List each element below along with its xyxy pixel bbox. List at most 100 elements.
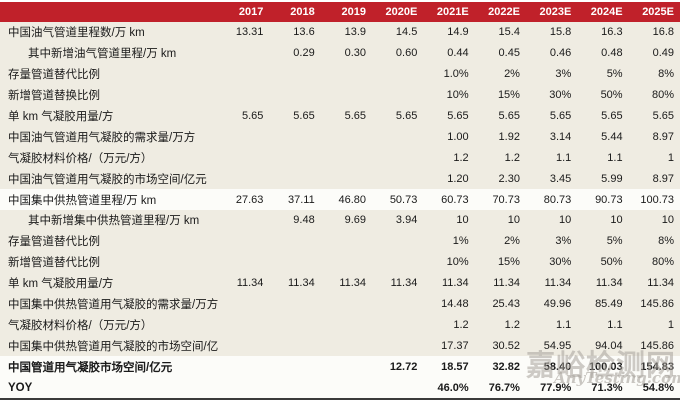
- row-label: 中国油气管道用气凝胶的需求量/万方: [0, 126, 219, 148]
- table-row: 中国油气管道用气凝胶的市场空间/亿元 1.20 2.30 3.45 5.99 8.97: [0, 168, 680, 190]
- cell-value: [372, 293, 424, 315]
- row-label: 新增管道替换比例: [0, 84, 219, 106]
- cell-value: 14.5: [372, 22, 424, 43]
- row-label: 存量管道替代比例: [0, 63, 219, 85]
- cell-value: 17.37: [423, 335, 475, 357]
- table-row: 中国集中供热管道里程/万 km 27.63 37.11 46.80 50.73 60.73…: [0, 189, 680, 211]
- cell-value: 145.86: [628, 293, 680, 315]
- cell-value: 15%: [474, 251, 526, 273]
- cell-value: 5%: [577, 63, 629, 85]
- cell-value: 10: [423, 210, 475, 231]
- cell-value: 13.31: [218, 22, 270, 43]
- cell-value: 5.44: [577, 126, 629, 148]
- cell-value: 11.34: [577, 272, 629, 294]
- cell-value: 0.60: [372, 42, 424, 64]
- cell-value: 11.34: [525, 272, 578, 294]
- cell-value: [320, 251, 373, 273]
- row-label: YOY: [0, 377, 219, 399]
- cell-value: 27.63: [218, 189, 270, 211]
- cell-value: 1.2: [474, 147, 526, 169]
- row-label: 单 km 气凝胶用量/方: [0, 272, 219, 294]
- cell-value: 15%: [474, 84, 526, 106]
- cell-value: 54.95: [525, 335, 578, 357]
- cell-value: [320, 293, 373, 315]
- cell-value: 1: [628, 147, 680, 169]
- cell-value: 3.45: [525, 168, 578, 190]
- row-label: 中国集中供热管道里程/万 km: [0, 189, 219, 211]
- cell-value: 5.65: [372, 105, 424, 127]
- cell-value: 10%: [423, 84, 475, 106]
- cell-value: [269, 84, 321, 106]
- row-label: 中国集中供热管道用气凝胶的市场空间/亿元: [0, 335, 219, 357]
- cell-value: [269, 377, 321, 399]
- cell-value: [218, 251, 270, 273]
- table-bottom-border: [0, 398, 680, 400]
- cell-value: 11.34: [628, 272, 680, 294]
- year-column-header: 2020E: [372, 2, 424, 22]
- cell-value: [372, 314, 424, 336]
- year-column-header: 2021E: [423, 2, 475, 22]
- cell-value: 0.45: [474, 42, 526, 64]
- header-row: 2017 2018 2019 2020E 2021E 2022E 2023E 2024E 202…: [0, 2, 680, 22]
- cell-value: [269, 147, 321, 169]
- cell-value: [218, 293, 270, 315]
- cell-value: 71.3%: [577, 377, 629, 399]
- cell-value: [269, 168, 321, 190]
- cell-value: 76.7%: [474, 377, 526, 399]
- cell-value: [218, 377, 270, 399]
- row-label: 存量管道替代比例: [0, 230, 219, 252]
- cell-value: 25.43: [474, 293, 526, 315]
- cell-value: 90.73: [577, 189, 629, 211]
- cell-value: 85.49: [577, 293, 629, 315]
- cell-value: [269, 251, 321, 273]
- cell-value: 0.44: [423, 42, 475, 64]
- cell-value: 15.4: [474, 22, 526, 43]
- cell-value: [372, 335, 424, 357]
- cell-value: 3.14: [525, 126, 578, 148]
- cell-value: 2%: [474, 230, 526, 252]
- cell-value: 1.2: [423, 147, 475, 169]
- cell-value: 10%: [423, 251, 475, 273]
- row-label: 气凝胶材料价格/（万元/方）: [0, 147, 219, 169]
- cell-value: 49.96: [525, 293, 578, 315]
- cell-value: 1.92: [474, 126, 526, 148]
- cell-value: 1.1: [577, 147, 629, 169]
- cell-value: [218, 356, 270, 378]
- year-column-header: 2019: [320, 2, 373, 22]
- cell-value: 11.34: [372, 272, 424, 294]
- cell-value: [269, 356, 321, 378]
- cell-value: 14.48: [423, 293, 475, 315]
- row-label: 其中新增集中供热管道里程/万 km: [0, 210, 219, 231]
- cell-value: [269, 230, 321, 252]
- cell-value: [269, 126, 321, 148]
- table-row: YOY 46.0% 76.7% 77.9% 71.3% 54.8%: [0, 377, 680, 399]
- cell-value: 5.65: [218, 105, 270, 127]
- cell-value: 5%: [577, 230, 629, 252]
- row-label: 中国管道用气凝胶市场空间/亿元: [0, 356, 219, 378]
- cell-value: 46.80: [320, 189, 373, 211]
- cell-value: 10: [628, 210, 680, 231]
- cell-value: 18.57: [423, 356, 475, 378]
- cell-value: 100.73: [628, 189, 680, 211]
- cell-value: 0.30: [320, 42, 373, 64]
- table-row: 存量管道替代比例 1.0% 2% 3% 5% 8%: [0, 63, 680, 85]
- table-row: 其中新增油气管道里程/万 km 0.29 0.30 0.60 0.44 0.45 0.46 0…: [0, 42, 680, 64]
- cell-value: 154.83: [628, 356, 680, 378]
- cell-value: 9.48: [269, 210, 321, 231]
- cell-value: 60.73: [423, 189, 475, 211]
- cell-value: 58.40: [525, 356, 578, 378]
- cell-value: 0.48: [577, 42, 629, 64]
- row-label: 新增管道替代比例: [0, 251, 219, 273]
- cell-value: 94.04: [577, 335, 629, 357]
- cell-value: 3.94: [372, 210, 424, 231]
- cell-value: 11.34: [320, 272, 373, 294]
- cell-value: 3%: [525, 63, 578, 85]
- year-column-header: 2023E: [525, 2, 578, 22]
- cell-value: 0.49: [628, 42, 680, 64]
- table-row: 单 km 气凝胶用量/方 5.65 5.65 5.65 5.65 5.65 5.65 5.65…: [0, 105, 680, 127]
- cell-value: [372, 251, 424, 273]
- table-row: 新增管道替代比例 10% 15% 30% 50% 80%: [0, 251, 680, 273]
- cell-value: 5.65: [628, 105, 680, 127]
- cell-value: 11.34: [474, 272, 526, 294]
- cell-value: [320, 63, 373, 85]
